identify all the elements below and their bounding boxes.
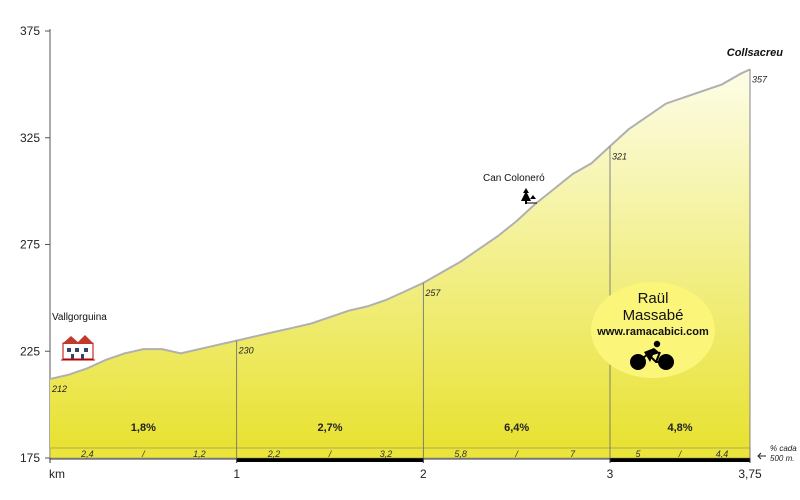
segment-gradient-label: 2,7% (317, 422, 342, 434)
annotations: Vallgorguina Can Coloneró Collsacreu (52, 47, 784, 361)
subsegment-gradient-label: 5,8 (454, 449, 467, 459)
elevation-label: 321 (612, 151, 627, 161)
subsegment-gradient-label: 2,4 (80, 449, 94, 459)
vallgorguina-label: Vallgorguina (52, 312, 107, 323)
x-axis-segment-bar (610, 458, 750, 462)
y-tick-label: 275 (20, 238, 40, 252)
logo-name-line1: Raül (638, 290, 669, 307)
subsegment-gradient-label: / (141, 449, 146, 459)
x-tick-label: 2 (420, 467, 427, 481)
x-tick-label: 1 (233, 467, 240, 481)
subsegment-gradient-label: 5 (635, 449, 641, 459)
segment-gradient-label: 4,8% (667, 422, 692, 434)
axes: 175 225 275 325 375 km 1 2 3 3,75 (20, 24, 762, 481)
subsegment-gradient-label: / (328, 449, 333, 459)
logo-name-line2: Massabé (623, 307, 684, 324)
gradient-note-line2: 500 m. (770, 454, 794, 463)
elevation-label: 357 (752, 74, 768, 84)
x-axis-segment-bar (236, 458, 424, 462)
subsegment-gradient-label: / (514, 449, 519, 459)
elevation-label: 230 (238, 346, 254, 356)
subsegment-gradient-label: 2,2 (267, 449, 281, 459)
elevation-label: 212 (51, 384, 67, 394)
y-tick-label: 325 (20, 131, 40, 145)
subsegment-gradient-label: 3,2 (380, 449, 393, 459)
segment-gradient-label: 6,4% (504, 422, 529, 434)
x-tick-label: km (49, 467, 65, 481)
arrow-left-icon (757, 452, 766, 460)
x-tick-label: 3,75 (738, 467, 762, 481)
chart-labels: 212 230 257 321 357 1,8% 2,4 / 1,2 2,7% 2,2 / 3,2 6,4… (51, 74, 797, 463)
profile-line (49, 68, 751, 380)
subsegment-gradient-label: 7 (570, 449, 576, 459)
collsacreu-label: Collsacreu (727, 47, 784, 59)
cyclist-icon (630, 340, 674, 370)
subsegment-gradient-label: 4,4 (716, 449, 729, 459)
gradient-note-line1: % cada (770, 444, 797, 453)
y-tick-label: 375 (20, 24, 40, 38)
y-tick-label: 225 (20, 344, 40, 358)
can-colomero-label: Can Coloneró (483, 173, 545, 184)
subsegment-gradient-label: 1,2 (193, 449, 206, 459)
profile-area (49, 68, 751, 459)
y-tick-label: 175 (20, 451, 40, 465)
village-icon (61, 335, 95, 361)
tree-icon (521, 188, 537, 204)
logo-url: www.ramacabici.com (596, 326, 709, 338)
logo-ellipse (591, 282, 715, 378)
subsegment-gradient-label: / (678, 449, 683, 459)
elevation-label: 257 (424, 288, 441, 298)
x-tick-label: 3 (607, 467, 614, 481)
profile-fill (50, 69, 750, 449)
segment-gradient-label: 1,8% (131, 422, 156, 434)
subsegment-band (49, 447, 751, 459)
